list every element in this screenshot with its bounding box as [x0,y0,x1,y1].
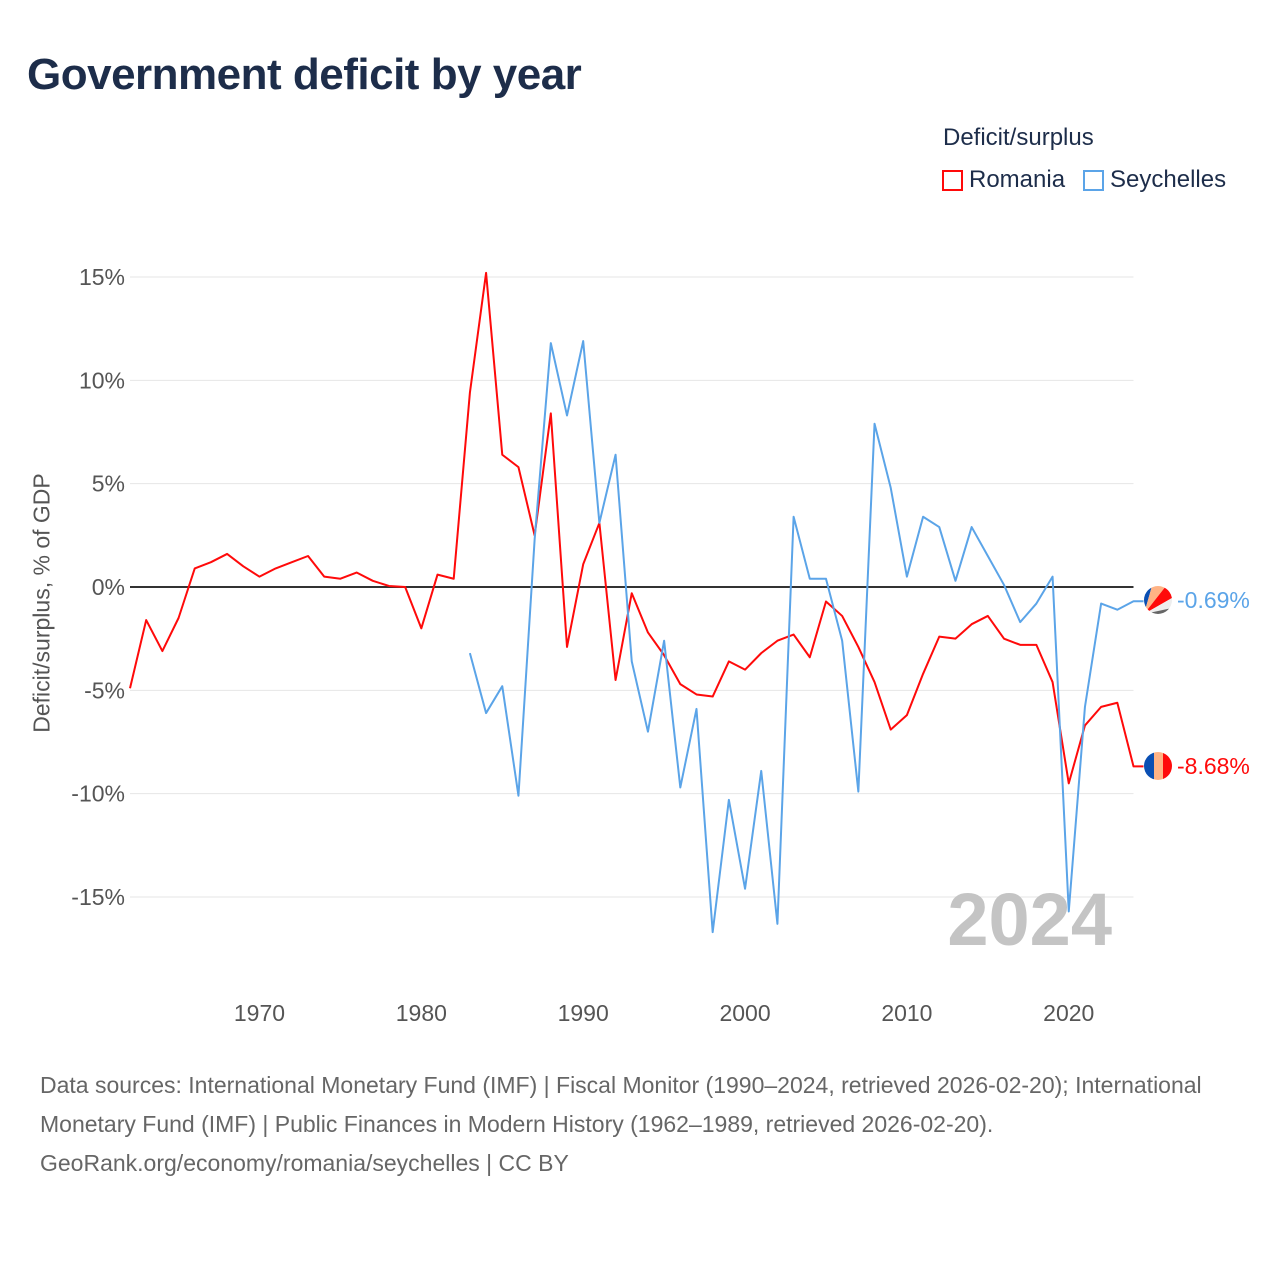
x-tick-label: 2000 [719,1000,770,1026]
y-tick-label: -5% [84,677,125,703]
legend-label-seychelles: Seychelles [1110,166,1227,193]
data-sources: Data sources: International Monetary Fun… [40,1072,1202,1137]
legend-item-seychelles[interactable]: Seychelles [1083,166,1226,194]
legend-swatch-romania [942,169,963,191]
x-tick-label: 1980 [396,1000,447,1026]
y-tick-label: 5% [92,471,125,497]
chart-title: Government deficit by year [27,50,582,99]
y-tick-label: 0% [92,574,125,600]
end-label-seychelles: -0.69% [1177,587,1250,613]
source-link[interactable]: GeoRank.org/economy/romania/seychelles |… [40,1150,569,1176]
x-tick-label: 2010 [881,1000,932,1026]
x-tick-label: 2020 [1043,1000,1094,1026]
y-tick-label: 15% [79,264,125,290]
seychelles-flag-icon [1144,586,1172,614]
y-tick-label: 10% [79,367,125,393]
series-line-romania [129,271,1144,785]
legend-swatch-seychelles [1083,169,1105,191]
legend-item-romania[interactable]: Romania [942,166,1065,194]
footer: Data sources: International Monetary Fun… [40,1066,1240,1183]
end-label-romania: -8.68% [1177,753,1250,779]
legend-title: Deficit/surplus [943,124,1094,151]
y-tick-label: -10% [71,781,125,807]
series-line-seychelles [468,340,1144,934]
legend: Romania Seychelles [942,166,1226,194]
y-tick-label: -15% [71,884,125,910]
legend-label-romania: Romania [969,166,1066,193]
x-tick-label: 1990 [558,1000,609,1026]
x-tick-label: 1970 [234,1000,285,1026]
year-watermark: 2024 [947,878,1112,961]
romania-flag-icon [1144,752,1172,780]
